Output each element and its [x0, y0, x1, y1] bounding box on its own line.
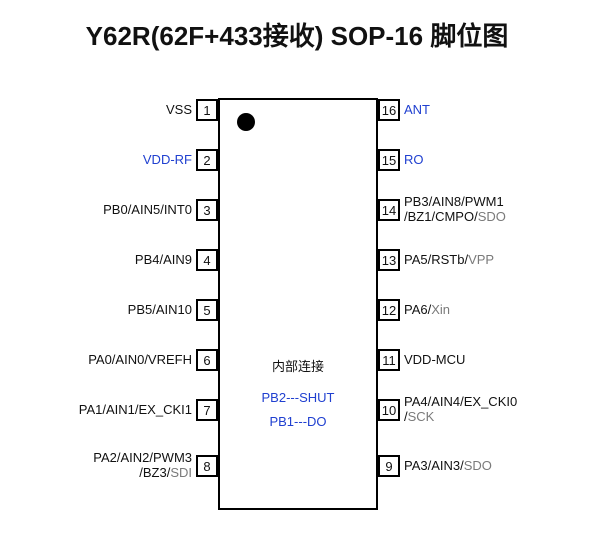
chip-body — [218, 98, 378, 510]
pin-label-segment: SDO — [464, 458, 492, 473]
pin-2-label: VDD-RF — [143, 153, 192, 168]
pin-5-number-box: 5 — [196, 299, 218, 321]
pin-label-segment: PB4/AIN9 — [135, 252, 192, 267]
internal-connection-line-0: PB2---SHUT — [218, 390, 378, 405]
pin-label-segment: VPP — [468, 252, 494, 267]
pin-8-number-box: 8 — [196, 455, 218, 477]
pin-label-segment: PA6/ — [404, 302, 431, 317]
pin-13-number-box: 13 — [378, 249, 400, 271]
pin-label-segment: PA2/AIN2/PWM3 — [93, 450, 192, 465]
pin1-indicator-dot — [237, 113, 255, 131]
pin-label-segment: SCK — [408, 409, 435, 424]
pin-11-label: VDD-MCU — [404, 353, 465, 368]
pin-16-number-box: 16 — [378, 99, 400, 121]
pin-3-number-box: 3 — [196, 199, 218, 221]
pin-1-label: VSS — [166, 103, 192, 118]
pin-label-segment: Xin — [431, 302, 450, 317]
pin-label-segment: /BZ3/ — [139, 465, 170, 480]
pin-4-number-box: 4 — [196, 249, 218, 271]
pin-label-segment: PA5/RSTb/ — [404, 252, 468, 267]
pin-label-segment: PA3/AIN3/ — [404, 458, 464, 473]
page-title: Y62R(62F+433接收) SOP-16 脚位图 — [0, 16, 594, 53]
pin-14-number-box: 14 — [378, 199, 400, 221]
pin-12-label: PA6/Xin — [404, 303, 450, 318]
pin-11-number-box: 11 — [378, 349, 400, 371]
pin-12-number-box: 12 — [378, 299, 400, 321]
pin-5-label: PB5/AIN10 — [128, 303, 192, 318]
pin-6-label: PA0/AIN0/VREFH — [88, 353, 192, 368]
pin-4-label: PB4/AIN9 — [135, 253, 192, 268]
internal-connection-heading: 内部连接 — [218, 356, 378, 375]
pin-7-label: PA1/AIN1/EX_CKI1 — [79, 403, 192, 418]
pin-label-segment: /BZ1/CMPO/ — [404, 209, 478, 224]
pin-label-segment: PB5/AIN10 — [128, 302, 192, 317]
pin-label-segment: RO — [404, 152, 424, 167]
pin-15-label: RO — [404, 153, 424, 168]
pin-9-label: PA3/AIN3/SDO — [404, 459, 492, 474]
pin-7-number-box: 7 — [196, 399, 218, 421]
pin-label-segment: VSS — [166, 102, 192, 117]
pin-label-segment: PA4/AIN4/EX_CKI0 — [404, 394, 517, 409]
pin-3-label: PB0/AIN5/INT0 — [103, 203, 192, 218]
pin-2-number-box: 2 — [196, 149, 218, 171]
pin-16-label: ANT — [404, 103, 430, 118]
pin-13-label: PA5/RSTb/VPP — [404, 253, 494, 268]
pin-label-segment: PB3/AIN8/PWM1 — [404, 194, 504, 209]
pin-label-segment: PA0/AIN0/VREFH — [88, 352, 192, 367]
pin-9-number-box: 9 — [378, 455, 400, 477]
pin-label-segment: VDD-MCU — [404, 352, 465, 367]
pin-15-number-box: 15 — [378, 149, 400, 171]
pin-10-number-box: 10 — [378, 399, 400, 421]
pin-label-segment: SDO — [478, 209, 506, 224]
pin-8-label: PA2/AIN2/PWM3/BZ3/SDI — [93, 451, 192, 481]
pin-10-label: PA4/AIN4/EX_CKI0/SCK — [404, 395, 517, 425]
pin-6-number-box: 6 — [196, 349, 218, 371]
pin-label-segment: SDI — [170, 465, 192, 480]
pin-label-segment: ANT — [404, 102, 430, 117]
pin-14-label: PB3/AIN8/PWM1/BZ1/CMPO/SDO — [404, 195, 506, 225]
pin-label-segment: PA1/AIN1/EX_CKI1 — [79, 402, 192, 417]
internal-connection-line-1: PB1---DO — [218, 414, 378, 429]
pin-label-segment: PB0/AIN5/INT0 — [103, 202, 192, 217]
pin-1-number-box: 1 — [196, 99, 218, 121]
pin-label-segment: VDD-RF — [143, 152, 192, 167]
